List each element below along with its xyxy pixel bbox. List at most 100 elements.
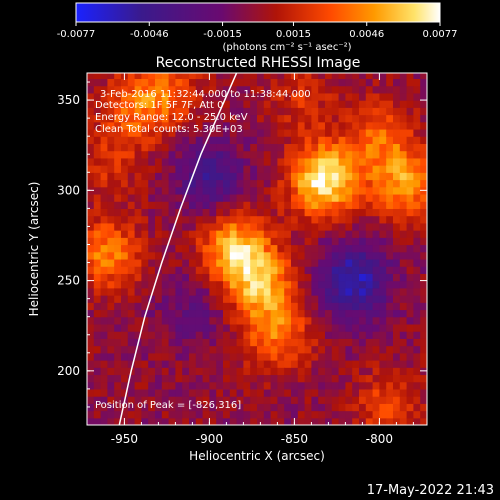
heatmap-cell: [189, 193, 197, 202]
heatmap-cell: [107, 403, 115, 412]
heatmap-cell: [141, 352, 149, 361]
heatmap-cell: [393, 287, 401, 296]
heatmap-cell: [386, 280, 394, 289]
heatmap-cell: [393, 367, 401, 376]
heatmap-cell: [352, 403, 360, 412]
heatmap-cell: [399, 165, 408, 173]
heatmap-cell: [229, 396, 238, 404]
heatmap-cell: [250, 222, 258, 231]
heatmap-cell: [284, 251, 292, 260]
heatmap-cell: [399, 107, 408, 116]
heatmap-cell: [168, 114, 176, 123]
heatmap-cell: [304, 417, 312, 425]
heatmap-cell: [291, 172, 299, 181]
heatmap-cell: [168, 244, 176, 253]
heatmap-cell: [393, 186, 401, 195]
heatmap-cell: [325, 352, 333, 361]
heatmap-cell: [134, 360, 142, 368]
heatmap-cell: [168, 128, 176, 137]
heatmap-cell: [250, 374, 258, 383]
heatmap-cell: [148, 374, 156, 383]
heatmap-cell: [161, 258, 170, 267]
heatmap-cell: [257, 215, 265, 224]
heatmap-cell: [297, 78, 306, 87]
heatmap-cell: [393, 78, 401, 87]
heatmap-cell: [420, 237, 427, 246]
heatmap-cell: [365, 172, 374, 181]
heatmap-cell: [372, 388, 380, 397]
heatmap-cell: [134, 302, 142, 311]
heatmap-cell: [331, 316, 340, 325]
heatmap-cell: [379, 273, 387, 282]
heatmap-cell: [263, 157, 272, 166]
heatmap-cell: [134, 121, 142, 130]
heatmap-cell: [345, 92, 353, 101]
heatmap-cell: [223, 309, 231, 318]
heatmap-cell: [338, 410, 346, 419]
heatmap-cell: [100, 345, 108, 354]
heatmap-cell: [127, 208, 136, 217]
heatmap-cell: [175, 345, 183, 354]
heatmap-cell: [223, 237, 231, 246]
heatmap-cell: [229, 374, 238, 383]
heatmap-cell: [420, 251, 427, 260]
heatmap-cell: [229, 136, 238, 144]
heatmap-cell: [161, 396, 170, 404]
heatmap-cell: [236, 172, 244, 181]
x-tick-label: -900: [196, 432, 223, 446]
heatmap-cell: [141, 201, 149, 209]
heatmap-cell: [250, 143, 258, 152]
heatmap-cell: [175, 352, 183, 361]
heatmap-cell: [209, 78, 217, 87]
heatmap-cell: [277, 230, 285, 238]
heatmap-cell: [93, 172, 102, 181]
heatmap-cell: [209, 215, 217, 224]
heatmap-cell: [243, 128, 251, 137]
heatmap-cell: [257, 331, 265, 339]
heatmap-cell: [399, 114, 408, 123]
heatmap-cell: [359, 403, 367, 412]
heatmap-cell: [107, 208, 115, 217]
heatmap-cell: [291, 403, 299, 412]
heatmap-cell: [304, 92, 312, 101]
heatmap-cell: [168, 273, 176, 282]
heatmap-cell: [318, 244, 326, 253]
heatmap-cell: [413, 302, 421, 311]
heatmap-cell: [216, 258, 224, 267]
heatmap-cell: [93, 143, 102, 152]
heatmap-cell: [365, 323, 374, 332]
heatmap-cell: [352, 143, 360, 152]
heatmap-cell: [209, 244, 217, 253]
heatmap-cell: [127, 266, 136, 274]
heatmap-cell: [399, 244, 408, 253]
heatmap-cell: [386, 237, 394, 246]
heatmap-cell: [352, 331, 360, 339]
heatmap-cell: [107, 193, 115, 202]
heatmap-cell: [114, 396, 122, 404]
heatmap-cell: [379, 157, 387, 166]
heatmap-cell: [270, 215, 278, 224]
heatmap-cell: [223, 208, 231, 217]
heatmap-cell: [413, 157, 421, 166]
heatmap-cell: [325, 258, 333, 267]
heatmap-cell: [318, 258, 326, 267]
heatmap-cell: [270, 100, 278, 108]
heatmap-cell: [399, 360, 408, 368]
heatmap-cell: [229, 266, 238, 274]
heatmap-cell: [209, 251, 217, 260]
heatmap-cell: [182, 215, 190, 224]
heatmap-cell: [257, 114, 265, 123]
heatmap-cell: [406, 381, 414, 390]
heatmap-cell: [270, 179, 278, 188]
heatmap-cell: [277, 128, 285, 137]
heatmap-cell: [107, 273, 115, 282]
heatmap-cell: [161, 157, 170, 166]
heatmap-cell: [161, 128, 170, 137]
heatmap-cell: [216, 360, 224, 368]
heatmap-cell: [393, 114, 401, 123]
heatmap-cell: [141, 100, 149, 108]
heatmap-cell: [365, 381, 374, 390]
heatmap-cell: [365, 417, 374, 425]
heatmap-cell: [338, 374, 346, 383]
heatmap-cell: [121, 128, 129, 137]
